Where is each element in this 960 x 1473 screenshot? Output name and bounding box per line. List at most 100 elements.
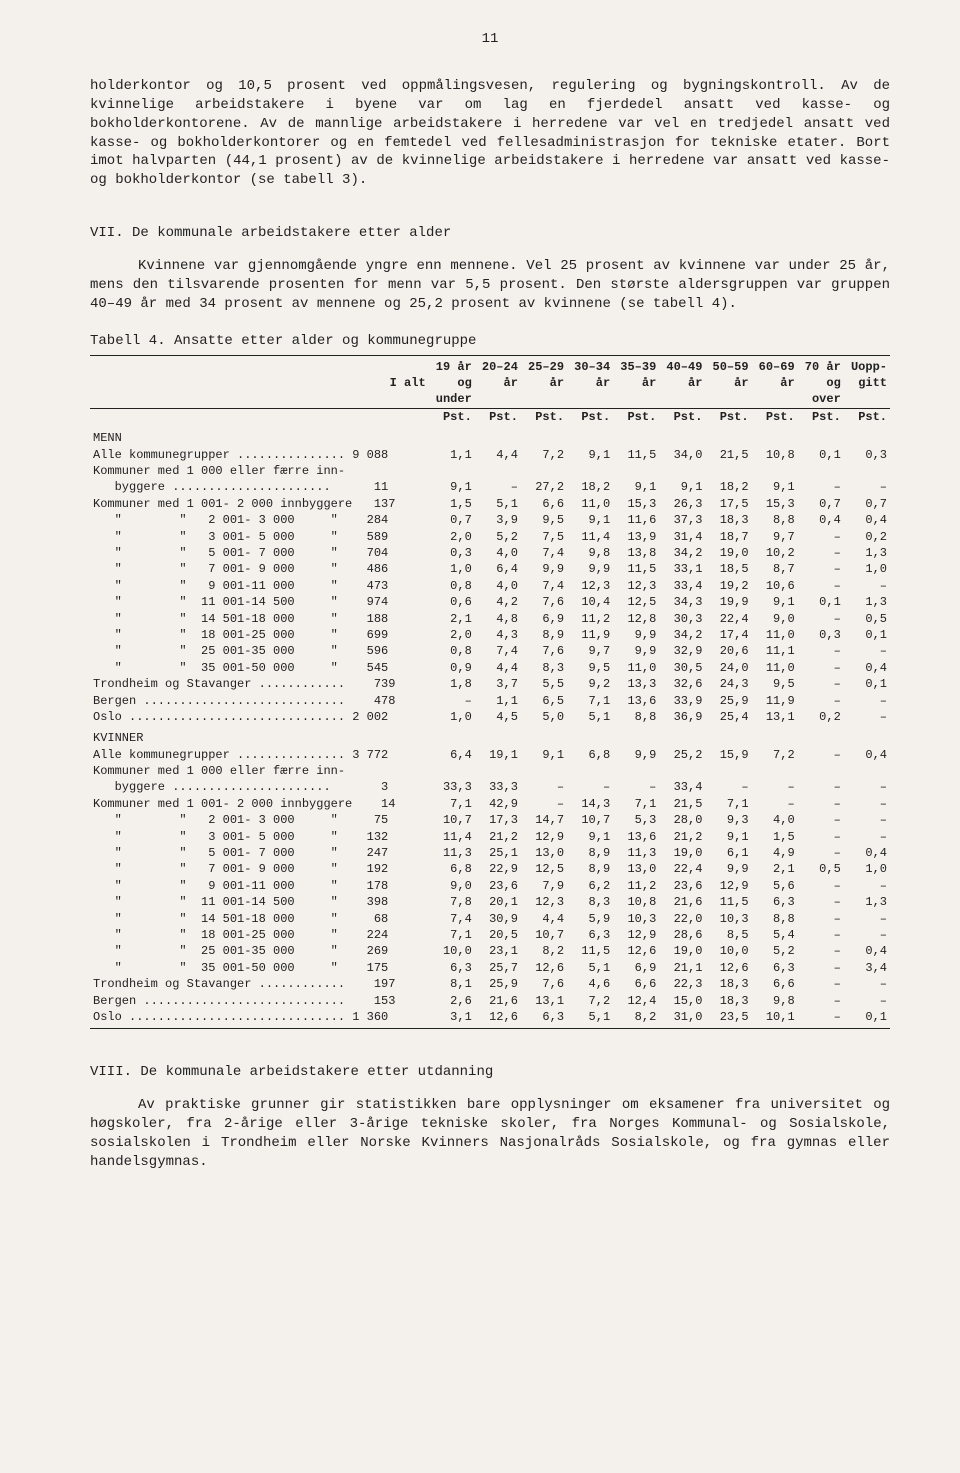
cell-value: 13,8 bbox=[613, 545, 659, 561]
cell-value: 9,8 bbox=[567, 545, 613, 561]
cell-value: 22,9 bbox=[475, 861, 521, 877]
cell-value: 13,6 bbox=[613, 693, 659, 709]
cell-value: 6,5 bbox=[521, 693, 567, 709]
table-row: " " 7 001- 9 000 " 4861,06,49,99,911,533… bbox=[90, 561, 890, 577]
col-35-39-l2: år bbox=[613, 375, 659, 391]
age-table: I alt 19 år 20–24 25–29 30–34 35–39 40–4… bbox=[90, 359, 890, 1026]
col-30-34-l2: år bbox=[567, 375, 613, 391]
cell-value bbox=[752, 763, 798, 779]
col-25-29-l1: 25–29 bbox=[521, 359, 567, 375]
cell-value bbox=[705, 463, 751, 479]
cell-value: 5,0 bbox=[521, 709, 567, 725]
cell-value: 3,1 bbox=[429, 1009, 475, 1025]
cell-value: 11,5 bbox=[613, 561, 659, 577]
cell-value: 26,3 bbox=[659, 496, 705, 512]
row-label: " " 18 001-25 000 " 224 bbox=[90, 927, 429, 943]
page-number: 11 bbox=[90, 30, 890, 49]
cell-value: 8,5 bbox=[705, 927, 751, 943]
cell-value: 11,5 bbox=[567, 943, 613, 959]
table-row: " " 11 001-14 500 " 3987,820,112,38,310,… bbox=[90, 894, 890, 910]
table-4: I alt 19 år 20–24 25–29 30–34 35–39 40–4… bbox=[90, 355, 890, 1030]
cell-value: 9,1 bbox=[613, 479, 659, 495]
cell-value: 11,5 bbox=[705, 894, 751, 910]
cell-value: 15,0 bbox=[659, 993, 705, 1009]
cell-value: 0,6 bbox=[429, 594, 475, 610]
cell-value: 24,0 bbox=[705, 660, 751, 676]
cell-value: 0,1 bbox=[844, 676, 890, 692]
cell-value: 9,9 bbox=[705, 861, 751, 877]
cell-value: 7,4 bbox=[521, 578, 567, 594]
cell-value: 12,3 bbox=[521, 894, 567, 910]
table-row: " " 18 001-25 000 " 2247,120,510,76,312,… bbox=[90, 927, 890, 943]
cell-value bbox=[613, 763, 659, 779]
cell-value: 17,5 bbox=[705, 496, 751, 512]
table-row: " " 14 501-18 000 " 687,430,94,45,910,32… bbox=[90, 911, 890, 927]
table-row: " " 5 001- 7 000 " 24711,325,113,08,911,… bbox=[90, 845, 890, 861]
cell-value: 6,6 bbox=[752, 976, 798, 992]
row-label: Kommuner med 1 001- 2 000 innbyggere 14 bbox=[90, 796, 429, 812]
row-label: Oslo .............................. 1 36… bbox=[90, 1009, 429, 1025]
cell-value: 9,1 bbox=[659, 479, 705, 495]
cell-value: 13,6 bbox=[613, 829, 659, 845]
cell-value: – bbox=[521, 779, 567, 795]
table-row: " " 11 001-14 500 " 9740,64,27,610,412,5… bbox=[90, 594, 890, 610]
cell-value: – bbox=[798, 943, 844, 959]
cell-value: 7,4 bbox=[521, 545, 567, 561]
cell-value: – bbox=[798, 779, 844, 795]
cell-value: 10,4 bbox=[567, 594, 613, 610]
cell-value: – bbox=[752, 779, 798, 795]
cell-value: 1,5 bbox=[752, 829, 798, 845]
cell-value: 10,0 bbox=[705, 943, 751, 959]
cell-value: 19,0 bbox=[659, 845, 705, 861]
cell-value: 19,0 bbox=[705, 545, 751, 561]
row-label: " " 18 001-25 000 " 699 bbox=[90, 627, 429, 643]
cell-value: 12,3 bbox=[567, 578, 613, 594]
cell-value: – bbox=[844, 927, 890, 943]
cell-value: – bbox=[798, 927, 844, 943]
col-30-34-l1: 30–34 bbox=[567, 359, 613, 375]
unit-pst: Pst. bbox=[844, 408, 890, 425]
cell-value: 32,6 bbox=[659, 676, 705, 692]
cell-value: – bbox=[798, 660, 844, 676]
cell-value: 42,9 bbox=[475, 796, 521, 812]
cell-value: – bbox=[844, 911, 890, 927]
row-label: " " 25 001-35 000 " 596 bbox=[90, 643, 429, 659]
cell-value: 10,3 bbox=[705, 911, 751, 927]
table-row: Bergen ............................ 478–… bbox=[90, 693, 890, 709]
cell-value: – bbox=[798, 643, 844, 659]
cell-value: 11,9 bbox=[752, 693, 798, 709]
cell-value bbox=[429, 463, 475, 479]
table-row: " " 25 001-35 000 " 26910,023,18,211,512… bbox=[90, 943, 890, 959]
table-row: Kommuner med 1 001- 2 000 innbyggere 147… bbox=[90, 796, 890, 812]
cell-value: 12,8 bbox=[613, 611, 659, 627]
cell-value: 1,1 bbox=[475, 693, 521, 709]
cell-value: 0,3 bbox=[429, 545, 475, 561]
cell-value: 9,2 bbox=[567, 676, 613, 692]
cell-value: 21,2 bbox=[659, 829, 705, 845]
cell-value: 12,9 bbox=[705, 878, 751, 894]
cell-value: 21,6 bbox=[659, 894, 705, 910]
cell-value: 9,8 bbox=[752, 993, 798, 1009]
table-row: Alle kommunegrupper ............... 9 08… bbox=[90, 447, 890, 463]
cell-value: 0,2 bbox=[844, 529, 890, 545]
cell-value: 18,7 bbox=[705, 529, 751, 545]
cell-value: 6,3 bbox=[567, 927, 613, 943]
row-label: " " 5 001- 7 000 " 247 bbox=[90, 845, 429, 861]
paragraph-1: holderkontor og 10,5 prosent ved oppmåli… bbox=[90, 77, 890, 190]
cell-value: 12,6 bbox=[475, 1009, 521, 1025]
cell-value: 9,1 bbox=[567, 829, 613, 845]
cell-value: 7,1 bbox=[429, 927, 475, 943]
row-label: " " 11 001-14 500 " 974 bbox=[90, 594, 429, 610]
cell-value: – bbox=[798, 529, 844, 545]
table-row: " " 7 001- 9 000 " 1926,822,912,58,913,0… bbox=[90, 861, 890, 877]
cell-value: 4,0 bbox=[752, 812, 798, 828]
cell-value: 17,3 bbox=[475, 812, 521, 828]
cell-value: 20,1 bbox=[475, 894, 521, 910]
row-label: Oslo .............................. 2 00… bbox=[90, 709, 429, 725]
cell-value: 6,8 bbox=[567, 747, 613, 763]
cell-value: – bbox=[798, 796, 844, 812]
cell-value: 33,3 bbox=[429, 779, 475, 795]
cell-value: 9,1 bbox=[705, 829, 751, 845]
row-label: " " 7 001- 9 000 " 192 bbox=[90, 861, 429, 877]
cell-value: 7,6 bbox=[521, 594, 567, 610]
